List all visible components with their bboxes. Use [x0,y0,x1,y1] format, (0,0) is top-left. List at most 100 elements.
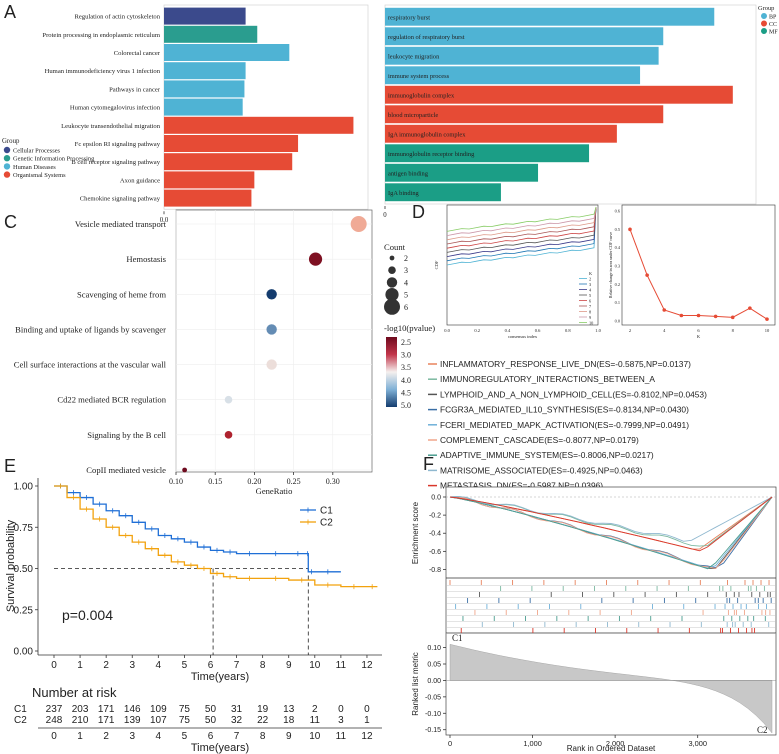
panel-e-x-tick-label: 4 [156,660,162,671]
panel-d-delta-frame [621,204,776,326]
panel-c-color-legend-label: 3.0 [401,351,411,360]
panel-e-pvalue: p=0.004 [62,607,113,623]
panel-e-x-tick-label: 2 [103,660,109,671]
panel-c-category-label: Cd22 mediated BCR regulation [57,395,166,405]
panel-d-cdf-y-label: CDF [434,260,439,269]
panel-b-category-label: regulation of respiratory burst [388,34,465,41]
panel-e-risk-value: 146 [124,704,141,715]
panel-a-bar [164,44,290,61]
panel-d-cdf-legend-label: 2 [589,277,591,282]
panel-b-bar [385,66,641,85]
panel-a-bar [164,80,245,98]
panel-a-category-label: B cell receptor signaling pathway [71,159,160,166]
panel-b-bar [385,124,617,143]
panel-f-x-axis-label: Rank in Ordered Dataset [567,744,656,753]
panel-label-e: E [4,456,16,476]
panel-a-bar [164,189,252,207]
panel-b-category-label: immunoglobulin complex [388,92,455,99]
panel-e-x-tick-label: 9 [286,660,292,671]
panel-a-legend-swatch [3,163,11,170]
panel-e-risk-x-tick: 7 [234,731,240,742]
panel-d-delta-point [645,273,649,277]
panel-c-color-legend-label: 5.0 [401,401,411,410]
panel-b-bar [385,183,501,202]
panel-f-legend-label: FCERI_MEDIATED_MAPK_ACTIVATION(ES=-0.799… [440,420,689,430]
panel-e-risk-value: 2 [312,704,318,715]
panel-e-y-tick-label: 0.25 [14,605,34,616]
panel-d-cdf-x-label: consensus index [508,334,538,339]
panel-b-legend-label: MF [769,30,778,36]
panel-e-risk-x-tick: 0 [51,731,57,742]
panel-a-category-label: Protein processing in endoplasmic reticu… [42,32,160,39]
panel-e-risk-x-tick: 9 [286,731,292,742]
panel-a-category-label: Regulation of actin cytoskeleton [74,14,160,21]
panel-f-bottom-y-label: Ranked list metric [411,652,420,716]
panel-b-bar [385,46,659,65]
panel-c-color-legend-label: 2.5 [401,338,411,347]
panel-e-risk-x-tick: 1 [77,731,83,742]
panel-b-bar [385,27,664,46]
panel-c-size-legend-dot [388,266,396,275]
panel-e-legend-label: C1 [320,506,333,517]
panel-c-category-label: Scavenging of heme from [77,289,166,299]
panel-a-category-label: Human immunodeficiency virus 1 infection [45,68,161,75]
panel-d-delta-x-tick: 4 [663,328,666,333]
panel-f-legend-label: COMPLEMENT_CASCADE(ES=-0.8077,NP=0.0179) [440,435,639,445]
panel-e-risk-value: 3 [338,715,344,726]
panel-f-es-curve [449,495,773,542]
panel-a-bar [164,171,255,189]
panel-e-x-tick-label: 8 [260,660,266,671]
panel-e-x-tick-label: 0 [51,660,57,671]
panel-f-bottom-tick-label: 0.05 [427,662,441,669]
panel-c-size-legend-label: 3 [404,266,408,275]
panel-c-category-label: Signaling by the B cell [87,430,166,440]
panel-c-dot-plot: Vesicle mediated transport Hemostasis Scav… [14,209,435,496]
panel-d-cdf-legend-label: 9 [589,315,591,320]
panel-d-delta-point [748,306,752,310]
panel-e-risk-x-tick: 10 [309,731,321,742]
panel-f-x-tick-label: 0 [448,739,452,748]
panel-b-category-label: IgA binding [388,190,420,197]
panel-e-risk-value: 107 [150,715,167,726]
panel-a-legend-swatch [3,171,11,178]
panel-c-tick-label: 0.10 [169,477,183,486]
panel-e-risk-x-tick: 8 [260,731,266,742]
panel-e-risk-x-tick: 3 [129,731,135,742]
panel-e-risk-value: 237 [46,704,63,715]
panel-f-es-curve [449,496,773,552]
panel-f-c2-marker: C2 [757,725,768,735]
panel-f-c1-marker: C1 [452,633,463,643]
panel-e-risk-value: 203 [72,704,89,715]
panel-d-gsea-legend: INFLAMMATORY_RESPONSE_LIVE_DN(ES=-0.5875… [428,359,707,491]
panel-c-plot-area [175,209,373,473]
panel-a-legend-label: Cellular Processes [13,148,61,155]
panel-c-size-legend-dot [389,255,395,261]
panel-a-bar [164,116,354,134]
panel-c-tick-label: 0.25 [287,477,301,486]
panel-label-a: A [4,2,16,22]
panel-e-y-tick-label: 1.00 [14,482,34,493]
panel-b-legend-swatch [761,13,767,19]
panel-f-es-curve [449,496,773,569]
panel-c-tick-label: 0.20 [247,477,261,486]
panel-f-bottom-tick-label: -0.15 [425,727,441,734]
panel-e-y-axis-label: Survival probability [5,519,17,612]
panel-b-legend-title: Group [758,5,774,12]
panel-e-risk-value: 19 [257,704,269,715]
panel-d-delta-point [730,315,735,320]
panel-a-category-label: Pathways in cancer [109,86,161,93]
panel-d-delta-x-tick: 8 [732,328,735,333]
panel-f-legend-label: LYMPHOID_AND_A_NON_LYMPHOID_CELL(ES=-0.8… [440,389,707,399]
panel-f-bottom-tick-label: -0.05 [425,694,441,701]
panel-a-category-label: Chemokine signaling pathway [80,196,161,203]
panel-e-risk-row-label: C2 [14,715,27,726]
panel-c-x-axis-label: GeneRatio [256,486,293,496]
panel-f-legend-label: IMMUNOREGULATORY_INTERACTIONS_BETWEEN_A [440,374,655,384]
panel-e-risk-value: 31 [231,704,243,715]
panel-d-cdf-line [446,206,597,257]
panel-f-x-tick-label: 1,000 [523,739,542,748]
panel-e-risk-title: Number at risk [32,685,117,700]
panel-c-dot [266,324,277,335]
panel-b-bar [385,144,590,163]
